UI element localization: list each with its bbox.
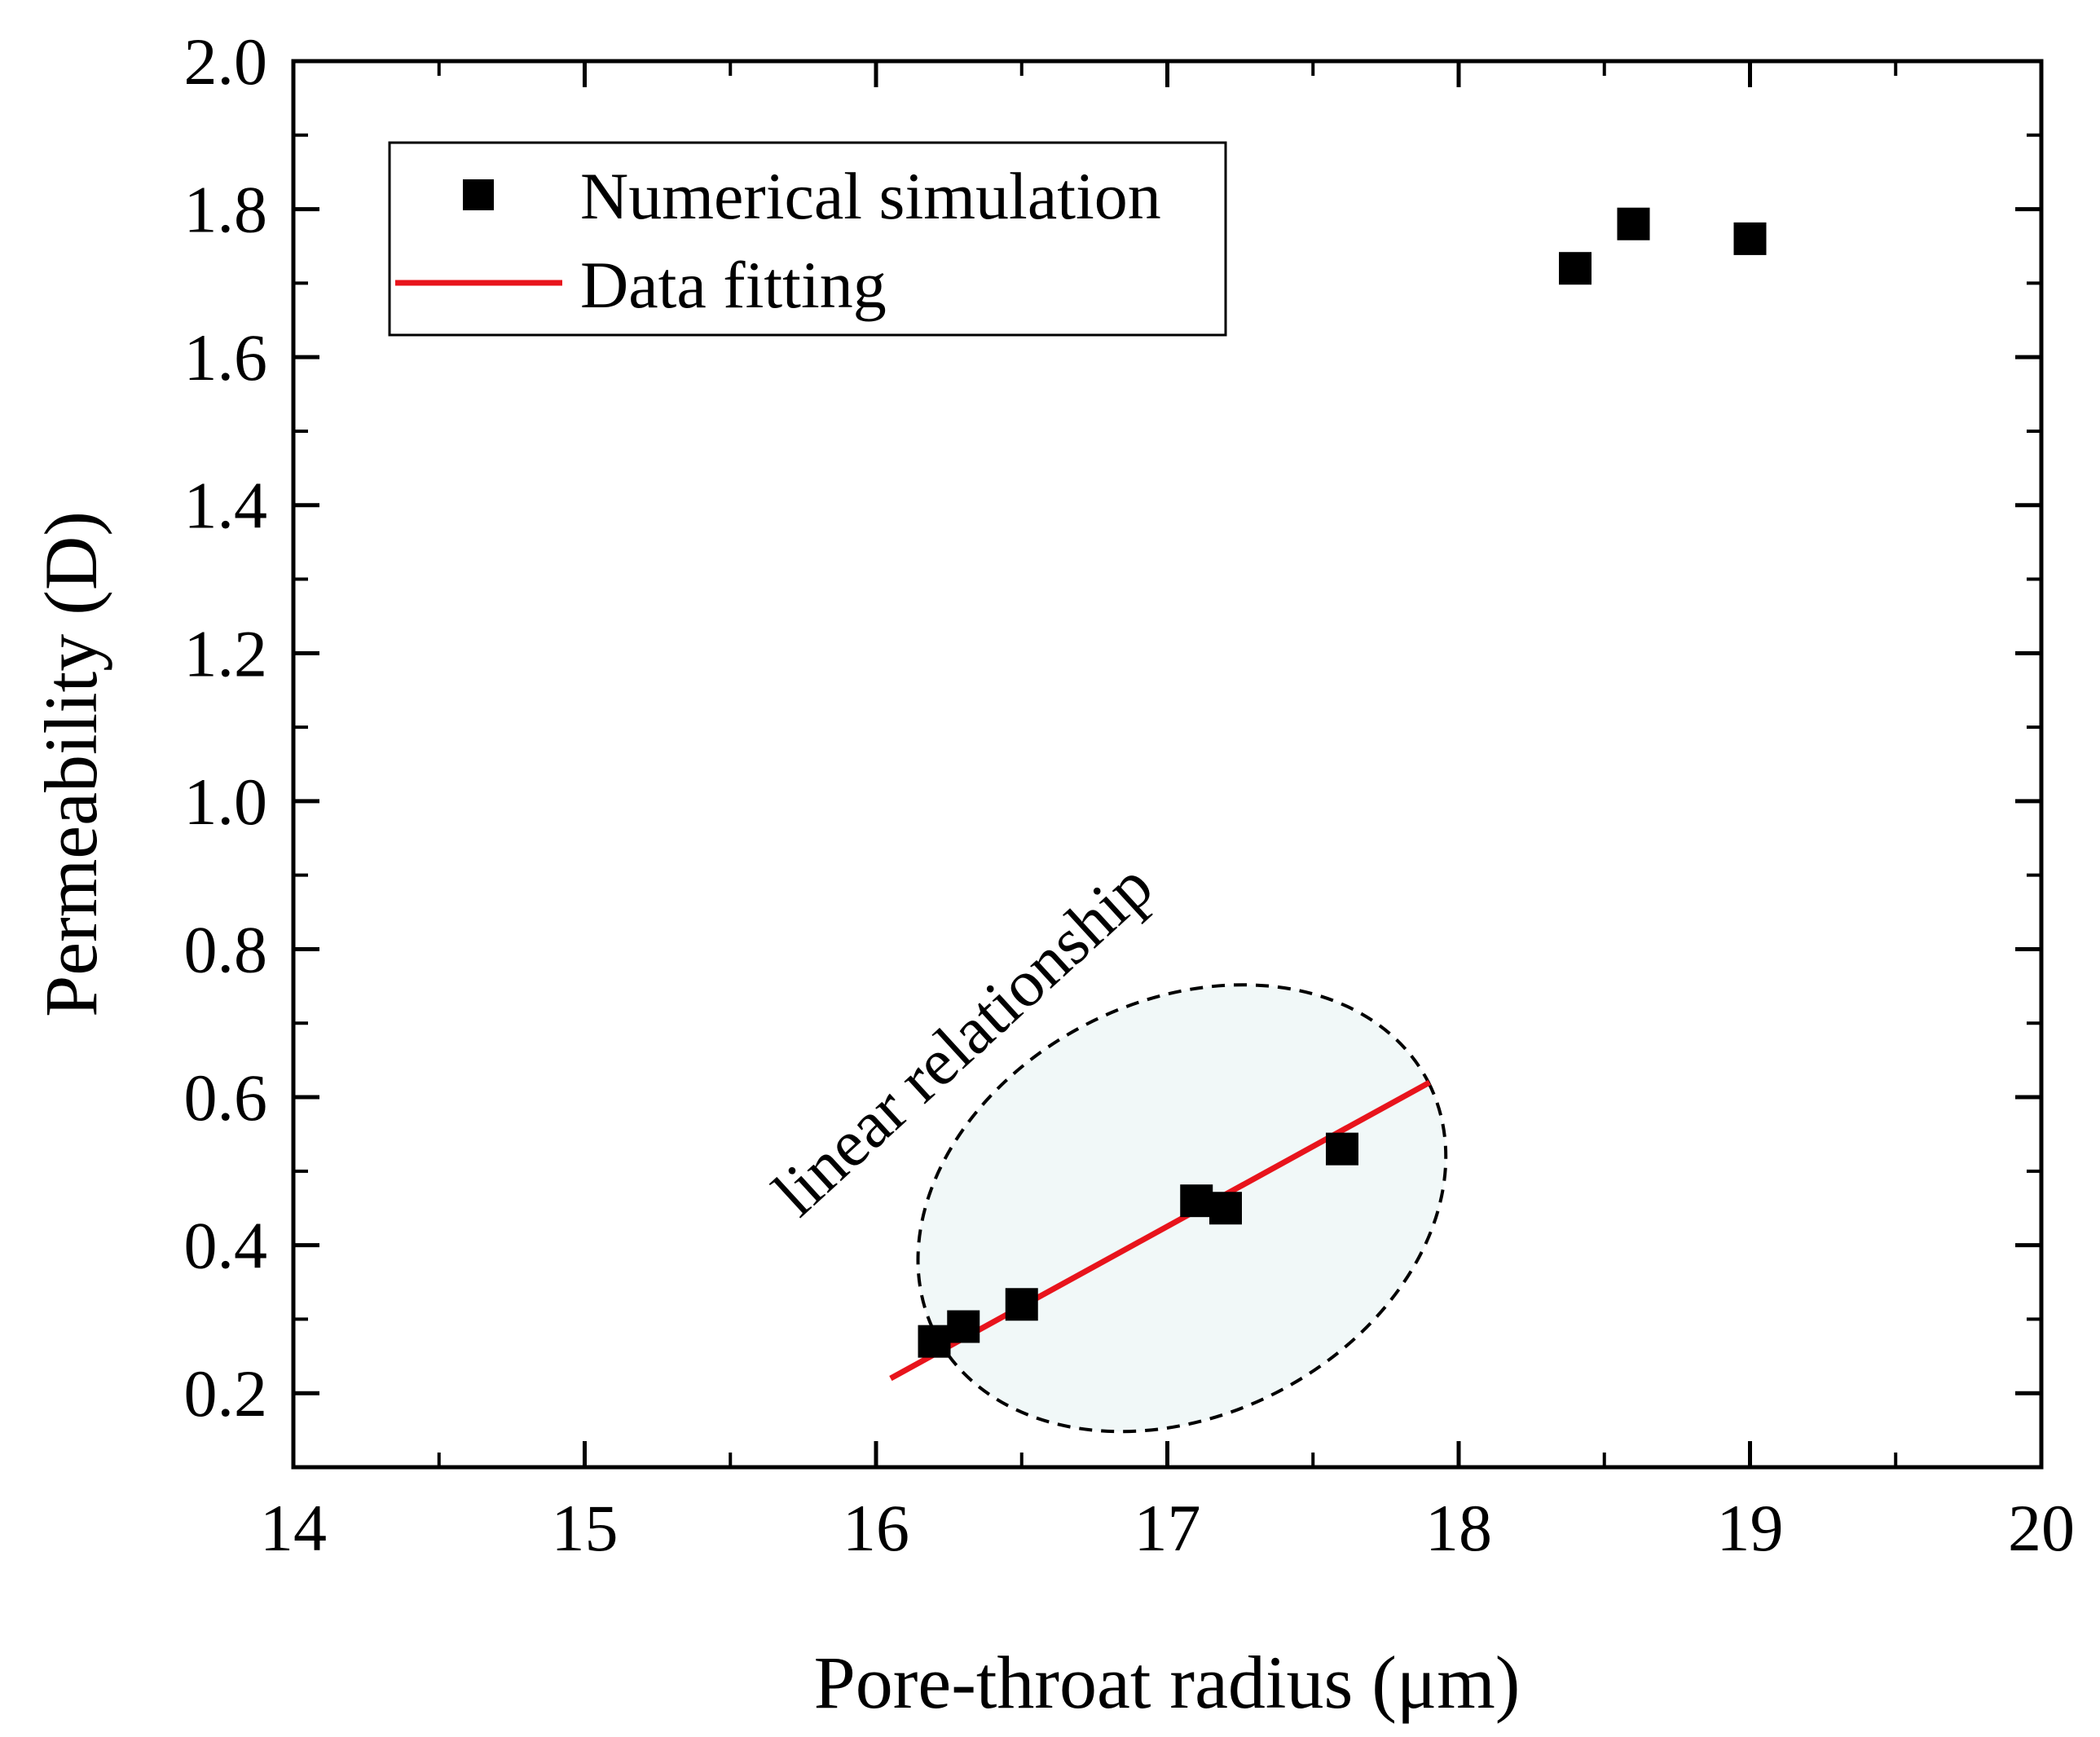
y-tick-label: 1.0 xyxy=(184,765,268,839)
y-tick-label: 1.8 xyxy=(184,173,268,247)
y-tick-label: 1.6 xyxy=(184,320,268,395)
data-point xyxy=(1005,1288,1038,1321)
y-tick-label: 0.6 xyxy=(184,1060,268,1135)
y-tick-label: 2.0 xyxy=(184,24,268,99)
fit-line xyxy=(889,1079,1431,1382)
x-tick-label: 20 xyxy=(2008,1491,2075,1565)
data-point xyxy=(1180,1184,1213,1218)
y-tick-label: 0.8 xyxy=(184,912,268,986)
x-tick-label: 16 xyxy=(843,1491,909,1565)
legend-box xyxy=(388,141,1227,337)
y-tick-label: 1.4 xyxy=(184,469,268,543)
tick-layer xyxy=(291,59,2044,1469)
y-axis-title: Permeability (D) xyxy=(29,511,112,1017)
legend-label-data-fitting: Data fitting xyxy=(580,248,887,322)
data-point xyxy=(1733,222,1767,255)
x-tick-label: 17 xyxy=(1134,1491,1201,1565)
data-point xyxy=(947,1310,980,1343)
data-point xyxy=(1617,207,1650,240)
data-point xyxy=(1209,1192,1242,1225)
tick-label-layer: 14 15 16 17 18 19 20 0.2 0.4 0.6 0.8 1.0 1.2 1.4 1.6 1.… xyxy=(184,24,2076,1565)
x-tick-label: 19 xyxy=(1717,1491,1784,1565)
legend-label-numerical-simulation: Numerical simulation xyxy=(580,159,1161,233)
data-point xyxy=(1326,1132,1358,1166)
x-tick-label: 15 xyxy=(552,1491,619,1565)
fit-line-layer xyxy=(889,1079,1431,1382)
y-tick-label: 1.2 xyxy=(184,616,268,690)
x-tick-label: 18 xyxy=(1425,1491,1492,1565)
legend: Numerical simulation Data fitting xyxy=(388,141,1227,337)
y-tick-label: 0.2 xyxy=(184,1356,268,1431)
marker-layer xyxy=(918,207,1767,1358)
x-tick-label: 14 xyxy=(260,1491,327,1565)
y-tick-label: 0.4 xyxy=(184,1209,268,1283)
data-point xyxy=(1559,252,1592,285)
x-axis-title: Pore-throat radius (μm) xyxy=(814,1641,1521,1724)
legend-marker-numerical-simulation xyxy=(463,179,494,210)
data-point xyxy=(918,1325,951,1358)
